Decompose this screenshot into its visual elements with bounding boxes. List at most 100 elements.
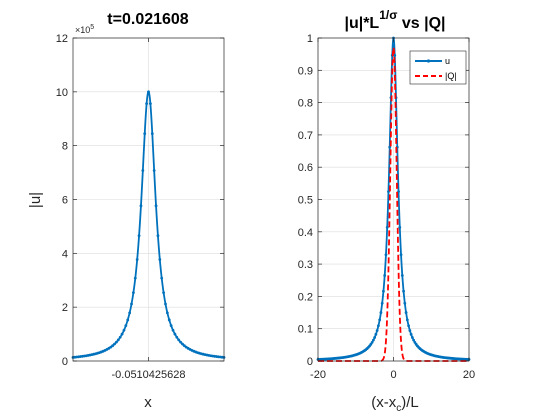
y-tick-label: 6 xyxy=(62,195,68,207)
right-title-superscript: 1/σ xyxy=(379,8,397,22)
data-point xyxy=(130,302,133,306)
left-y-exponent-power: 5 xyxy=(90,24,94,31)
y-tick-label: 0.4 xyxy=(298,227,313,239)
x-tick-label: 20 xyxy=(463,369,475,381)
data-point xyxy=(115,340,118,344)
data-point xyxy=(371,338,375,342)
data-point xyxy=(150,132,154,136)
data-point xyxy=(179,340,182,344)
data-point xyxy=(400,274,404,277)
y-tick-label: 0 xyxy=(62,356,68,368)
data-point xyxy=(147,90,150,94)
data-point xyxy=(374,332,378,336)
y-tick-label: 0 xyxy=(307,356,313,368)
data-point xyxy=(393,53,397,57)
data-point xyxy=(133,276,137,280)
y-tick-label: 1 xyxy=(307,33,313,45)
right-title-suffix: vs |Q| xyxy=(397,15,445,32)
data-point xyxy=(156,234,160,238)
x-tick-label: -0.051042562​8 xyxy=(111,369,185,381)
x-tick-label: 0 xyxy=(390,369,396,381)
y-tick-label: 0.2 xyxy=(298,291,313,303)
data-point xyxy=(380,301,384,305)
data-point xyxy=(167,318,171,322)
right-x-label-suffix: )/L xyxy=(401,394,419,411)
data-point xyxy=(385,225,389,229)
right-axes: 00.10.20.30.40.50.60.70.80.91-20 0 20 |u|*… xyxy=(298,8,475,414)
data-point xyxy=(370,341,374,344)
legend-u-marker xyxy=(426,59,431,63)
data-point xyxy=(181,342,184,346)
y-tick-label: 10 xyxy=(56,87,68,99)
data-point xyxy=(145,102,149,106)
data-point xyxy=(405,318,409,322)
y-tick-label: 0.1 xyxy=(298,324,313,336)
data-point xyxy=(158,258,162,261)
data-point xyxy=(377,324,380,328)
data-point xyxy=(154,204,158,208)
data-point xyxy=(373,336,377,339)
data-point xyxy=(148,102,152,106)
data-point xyxy=(164,302,167,306)
left-x-label: x xyxy=(144,394,152,411)
data-point xyxy=(124,324,128,328)
data-point xyxy=(152,169,156,172)
data-point xyxy=(402,289,405,293)
data-point xyxy=(139,204,143,208)
data-point xyxy=(404,311,408,314)
left-title: t=0.021608 xyxy=(107,11,189,28)
right-x-label: (x-xc)/L xyxy=(371,394,419,414)
left-ticks: 0 2 4 6 8 10 12 -0.051042562​8 xyxy=(56,33,224,381)
y-tick-label: 0.9 xyxy=(298,65,313,77)
data-point xyxy=(403,301,407,305)
legend-q-label: |Q| xyxy=(445,71,457,81)
data-point xyxy=(122,328,126,332)
data-point xyxy=(141,169,145,172)
data-point xyxy=(135,258,139,261)
y-tick-label: 8 xyxy=(62,141,68,153)
right-x-label-subscript: c xyxy=(396,403,401,414)
data-point xyxy=(162,291,166,295)
left-series xyxy=(71,90,226,359)
data-point xyxy=(169,324,173,328)
y-tick-label: 4 xyxy=(62,248,68,260)
right-ticks: 00.10.20.30.40.50.60.70.80.91-20 0 20 xyxy=(298,33,475,381)
data-point xyxy=(173,332,177,336)
data-point xyxy=(171,328,175,332)
legend-box xyxy=(409,50,467,85)
data-point xyxy=(111,344,115,348)
data-point xyxy=(382,289,385,293)
data-point xyxy=(375,329,379,332)
data-point xyxy=(116,338,120,342)
data-point xyxy=(160,276,164,280)
left-y-exponent: ×105 xyxy=(75,24,94,35)
y-tick-label: 2 xyxy=(62,302,68,314)
data-point xyxy=(410,336,414,339)
legend-u-label: u xyxy=(445,56,450,66)
y-tick-label: 0.7 xyxy=(298,130,313,142)
data-point xyxy=(383,274,387,277)
x-tick-label: -20 xyxy=(310,369,326,381)
data-point xyxy=(132,291,135,295)
data-point xyxy=(118,335,122,339)
data-point xyxy=(175,335,179,339)
data-point xyxy=(137,234,141,238)
data-point xyxy=(378,318,382,322)
y-tick-label: 0.3 xyxy=(298,259,313,271)
y-tick-label: 0.8 xyxy=(298,98,313,110)
data-point xyxy=(384,253,388,257)
right-title: |u|*L1/σ vs |Q| xyxy=(344,8,445,32)
data-point xyxy=(113,342,116,346)
data-point xyxy=(143,132,147,136)
y-tick-label: 12 xyxy=(56,33,68,45)
data-point xyxy=(388,145,392,149)
data-point xyxy=(120,332,124,336)
data-point xyxy=(165,311,169,315)
data-point xyxy=(407,324,410,328)
data-point xyxy=(398,225,402,229)
data-point xyxy=(126,318,130,322)
right-title-main: |u|*L xyxy=(344,15,379,32)
left-y-exponent-base: ×10 xyxy=(75,25,90,35)
y-tick-label: 0.6 xyxy=(298,162,313,174)
data-point xyxy=(379,311,383,314)
